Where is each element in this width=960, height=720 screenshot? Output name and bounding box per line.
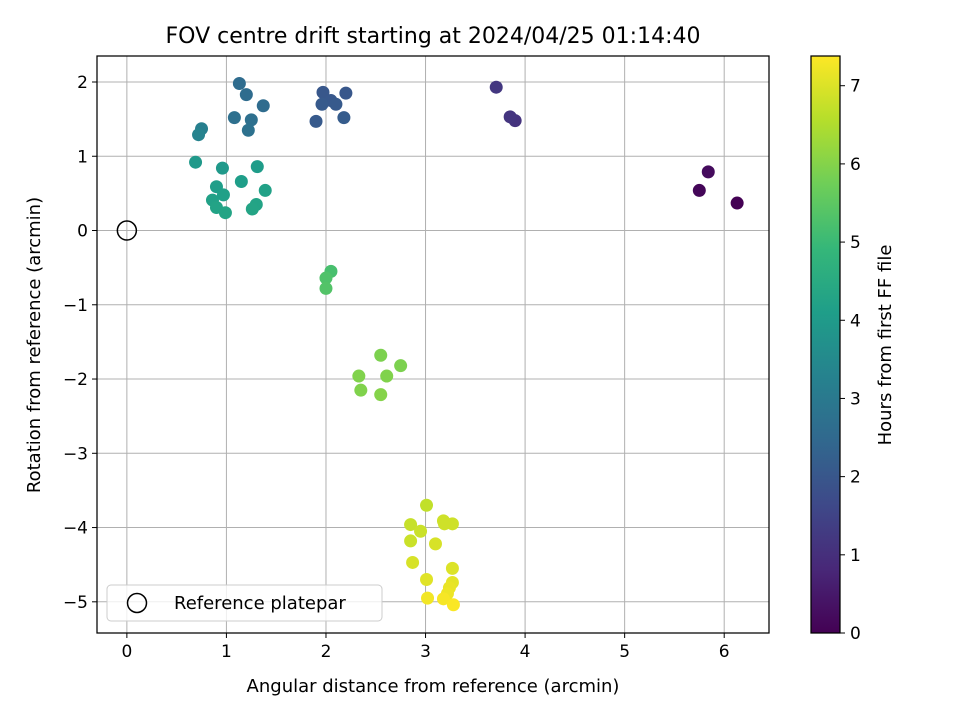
colorbar-tick-label: 7 xyxy=(850,77,861,97)
data-point xyxy=(329,97,343,111)
data-point xyxy=(404,518,418,532)
colorbar-tick-label: 5 xyxy=(850,233,861,253)
reference-platepar-marker xyxy=(116,220,138,241)
data-point xyxy=(216,188,230,202)
y-tick-label: −1 xyxy=(63,296,88,316)
data-point xyxy=(446,598,460,612)
y-tick-label: 2 xyxy=(77,73,88,93)
data-point xyxy=(218,206,232,220)
y-tick-label: −4 xyxy=(63,519,88,539)
colorbar-ticks: 0 1 2 3 4 5 6 7 xyxy=(840,77,861,644)
data-point xyxy=(227,111,241,125)
x-axis-ticks: 0 1 2 3 4 5 6 xyxy=(121,633,730,662)
data-point xyxy=(256,99,270,113)
colorbar: 0 1 2 3 4 5 6 7 Hours from first FF file xyxy=(810,55,896,644)
data-point xyxy=(241,123,255,137)
data-point xyxy=(394,359,408,373)
data-point xyxy=(316,85,330,99)
plot-area xyxy=(97,56,769,633)
data-point xyxy=(354,383,368,397)
colorbar-tick-label: 0 xyxy=(850,624,861,644)
data-point xyxy=(319,281,333,295)
y-tick-label: 1 xyxy=(77,147,88,167)
plot-frame xyxy=(96,55,770,634)
y-tick-label: −5 xyxy=(63,593,88,613)
data-points xyxy=(189,76,744,612)
data-point xyxy=(309,114,323,128)
data-point xyxy=(189,155,203,169)
data-point xyxy=(428,537,442,551)
data-point xyxy=(406,555,420,569)
legend-label-reference-platepar: Reference platepar xyxy=(174,593,346,614)
data-point xyxy=(232,76,246,90)
data-point xyxy=(489,80,503,94)
data-point xyxy=(421,591,435,605)
y-axis-label: Rotation from reference (arcmin) xyxy=(24,197,45,493)
colorbar-gradient xyxy=(811,56,840,633)
data-point xyxy=(437,517,451,531)
data-point xyxy=(701,165,715,179)
data-point xyxy=(234,174,248,188)
data-point xyxy=(692,183,706,197)
data-point xyxy=(445,561,459,575)
data-point xyxy=(380,369,394,383)
data-point xyxy=(404,534,418,548)
x-axis-label: Angular distance from reference (arcmin) xyxy=(247,676,620,697)
x-tick-label: 6 xyxy=(719,642,730,662)
x-tick-label: 3 xyxy=(420,642,431,662)
data-point xyxy=(215,161,229,175)
y-tick-label: −2 xyxy=(63,370,88,390)
data-point xyxy=(319,271,333,285)
legend-marker-open-circle xyxy=(126,592,148,614)
x-tick-label: 0 xyxy=(121,642,132,662)
data-point xyxy=(414,524,428,538)
data-point xyxy=(192,128,206,142)
legend: Reference platepar xyxy=(106,584,383,622)
data-point xyxy=(245,202,259,216)
chart-title: FOV centre drift starting at 2024/04/25 … xyxy=(166,24,701,49)
y-tick-label: −3 xyxy=(63,444,88,464)
data-point xyxy=(315,97,329,111)
colorbar-tick-label: 4 xyxy=(850,311,861,331)
data-point xyxy=(374,348,388,362)
colorbar-frame xyxy=(810,55,841,634)
data-point xyxy=(337,111,351,125)
data-point xyxy=(244,113,258,127)
data-point xyxy=(352,369,366,383)
x-tick-label: 4 xyxy=(520,642,531,662)
colorbar-tick-label: 1 xyxy=(850,546,861,566)
x-tick-label: 1 xyxy=(221,642,232,662)
x-tick-label: 5 xyxy=(619,642,630,662)
colorbar-tick-label: 6 xyxy=(850,155,861,175)
data-point xyxy=(420,498,434,512)
colorbar-tick-label: 3 xyxy=(850,389,861,409)
data-point xyxy=(420,573,434,587)
legend-box xyxy=(106,584,383,622)
y-axis-ticks: −5 −4 −3 −2 −1 0 1 2 xyxy=(63,73,97,613)
x-tick-label: 2 xyxy=(321,642,332,662)
data-point xyxy=(258,183,272,197)
data-point xyxy=(730,196,744,210)
data-point xyxy=(339,86,353,100)
data-point xyxy=(239,88,253,102)
data-point xyxy=(250,160,264,174)
colorbar-tick-label: 2 xyxy=(850,468,861,488)
data-point xyxy=(503,110,517,124)
data-point xyxy=(436,592,450,606)
y-tick-label: 0 xyxy=(77,222,88,242)
data-point xyxy=(374,388,388,402)
colorbar-label: Hours from first FF file xyxy=(875,245,896,446)
